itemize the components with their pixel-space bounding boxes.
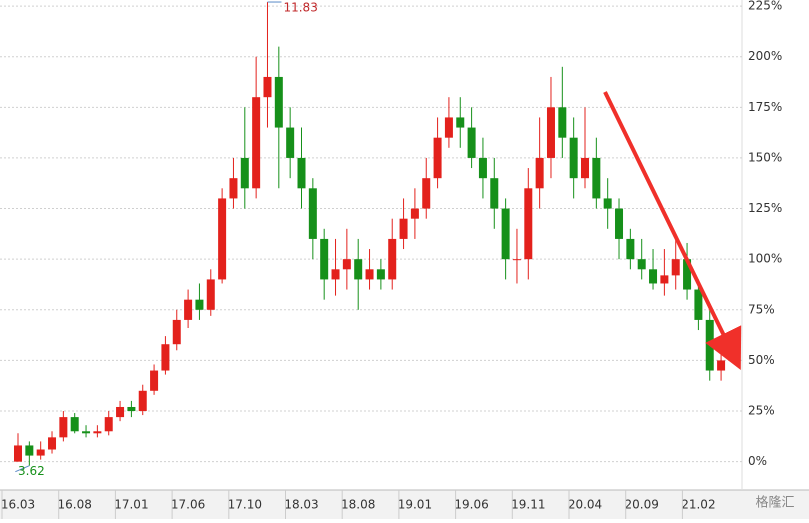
candle-body <box>456 117 465 128</box>
y-tick-label: 200% <box>748 49 782 63</box>
x-tick-label: 16.03 <box>1 498 35 512</box>
low-pointer <box>15 465 30 473</box>
candle-body <box>36 449 45 456</box>
trend-arrow <box>603 91 742 370</box>
candle-body <box>558 107 567 138</box>
candle-body <box>297 157 306 189</box>
candle-body <box>615 208 624 239</box>
x-tick-label: 17.10 <box>228 498 262 512</box>
candle-body <box>717 360 726 371</box>
candle-body <box>59 417 68 438</box>
x-tick-label: 20.09 <box>625 498 659 512</box>
y-tick-label: 100% <box>748 252 782 266</box>
candle-body <box>467 127 476 158</box>
x-tick-label: 16.08 <box>58 498 92 512</box>
candle-body <box>671 259 680 276</box>
candle-body <box>683 259 692 290</box>
candle-body <box>637 259 646 270</box>
candle-body <box>308 188 317 239</box>
y-tick-label: 175% <box>748 100 782 114</box>
high-label: 11.83 <box>283 1 317 15</box>
watermark: 格隆汇 <box>755 495 794 511</box>
candle-body <box>48 437 57 450</box>
y-tick-label: 25% <box>748 404 775 418</box>
candle-body <box>172 319 181 345</box>
x-axis-band <box>0 490 809 519</box>
candle-body <box>524 188 533 260</box>
candle-body <box>592 157 601 199</box>
candle-body <box>274 76 283 128</box>
candle-body <box>490 178 499 209</box>
candle-body <box>70 417 79 432</box>
y-tick-label: 50% <box>748 353 775 367</box>
candle-body <box>150 370 159 391</box>
candle-body <box>444 117 453 138</box>
candle-body <box>342 259 351 270</box>
candle-body <box>546 107 555 158</box>
candle-body <box>93 431 102 434</box>
candle-body <box>422 178 431 209</box>
candle-body <box>206 279 215 310</box>
x-tick-label: 19.01 <box>398 498 432 512</box>
candle-body <box>365 269 374 280</box>
candle-body <box>14 445 22 462</box>
candle-body <box>694 289 703 320</box>
x-tick-label: 18.08 <box>341 498 375 512</box>
candle-body <box>82 431 91 434</box>
candle-body <box>127 406 136 412</box>
candle-body <box>535 157 544 189</box>
candle-body <box>25 445 34 456</box>
candle-body <box>195 299 204 310</box>
candle-body <box>433 137 442 179</box>
candle-body <box>161 344 170 371</box>
x-tick-label: 18.03 <box>284 498 318 512</box>
x-tick-label: 20.04 <box>568 498 602 512</box>
x-tick-label: 19.11 <box>511 498 545 512</box>
x-tick-label: 19.06 <box>454 498 488 512</box>
candle-body <box>410 208 419 219</box>
candle-body <box>388 238 397 280</box>
candle-body <box>184 299 193 320</box>
candle-body <box>478 157 487 179</box>
candle-body <box>218 198 227 280</box>
x-tick-label: 21.02 <box>681 498 715 512</box>
y-tick-label: 150% <box>748 150 782 164</box>
x-tick-label: 17.01 <box>114 498 148 512</box>
candle-body <box>252 97 261 189</box>
y-tick-label: 0% <box>748 454 767 468</box>
candle-body <box>705 319 714 371</box>
candle-body <box>138 390 147 412</box>
y-tick-label: 225% <box>748 0 782 13</box>
low-label: 3.62 <box>18 464 45 478</box>
candle-body <box>649 269 658 284</box>
candle-body <box>354 259 363 280</box>
candle-body <box>626 238 635 260</box>
candle-body <box>581 157 589 179</box>
candle-body <box>376 269 385 280</box>
candle-body <box>116 406 125 418</box>
candle-body <box>229 178 238 199</box>
candle-body <box>286 127 295 158</box>
candle-body <box>399 218 408 239</box>
candle-body <box>240 157 249 189</box>
candle-body <box>660 275 669 284</box>
candle-body <box>603 198 612 209</box>
candle-body <box>512 259 521 261</box>
y-tick-label: 125% <box>748 201 782 215</box>
y-tick-label: 75% <box>748 302 775 316</box>
candle-body <box>104 417 113 432</box>
candle-body <box>569 137 578 179</box>
candle-body <box>320 238 329 280</box>
x-tick-label: 17.06 <box>171 498 205 512</box>
candle-body <box>501 208 510 260</box>
candle-body <box>263 76 272 98</box>
candle-body <box>331 269 340 280</box>
